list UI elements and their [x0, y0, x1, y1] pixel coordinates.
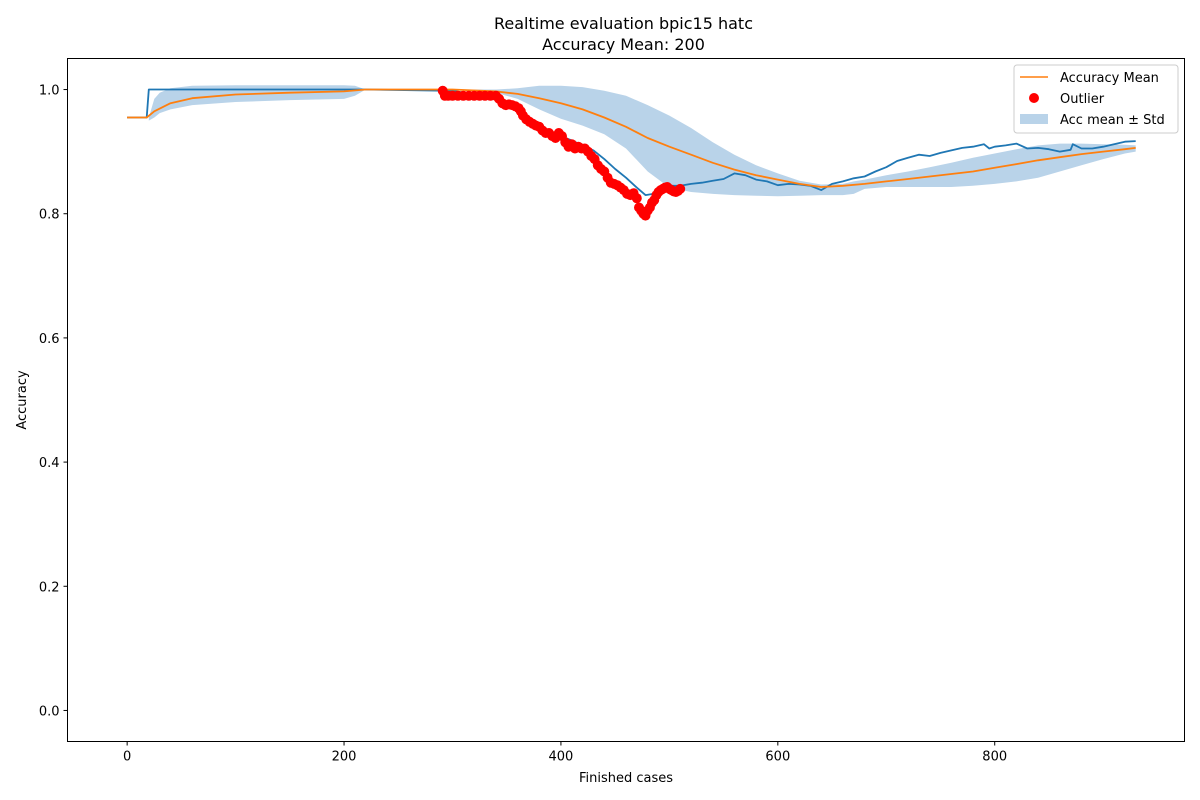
x-tick-label: 200 [332, 750, 357, 765]
legend-outlier-swatch [1029, 93, 1039, 103]
y-tick-label: 0.4 [39, 456, 60, 471]
y-tick-label: 0.2 [39, 580, 60, 595]
y-axis-label: Accuracy [15, 370, 30, 430]
x-tick-label: 0 [123, 750, 131, 765]
legend-band-swatch [1020, 114, 1048, 124]
chart-subtitle: Accuracy Mean: 200 [542, 35, 705, 54]
y-tick-label: 1.0 [39, 84, 60, 99]
plot-frame [67, 58, 1185, 742]
chart-title: Realtime evaluation bpic15 hatc [494, 14, 753, 33]
outlier-point [631, 193, 642, 204]
series-line-accuracy-mean [127, 88, 1136, 188]
y-tick-label: 0.8 [39, 208, 60, 223]
series-band-acc-std [148, 85, 1136, 197]
x-tick-label: 600 [765, 750, 790, 765]
outlier-point [675, 183, 686, 194]
legend-band-label: Acc mean ± Std [1060, 113, 1165, 128]
x-tick-label: 800 [982, 750, 1007, 765]
y-tick-label: 0.6 [39, 332, 60, 347]
y-tick-label: 0.0 [39, 704, 60, 719]
legend-frame [1013, 64, 1179, 134]
legend: Accuracy Mean Outlier Acc mean ± Std [1013, 64, 1179, 134]
x-tick-label: 400 [549, 750, 574, 765]
legend-mean-label: Accuracy Mean [1060, 71, 1159, 86]
x-axis-label: Finished cases [579, 771, 673, 786]
legend-outlier-label: Outlier [1060, 92, 1105, 107]
